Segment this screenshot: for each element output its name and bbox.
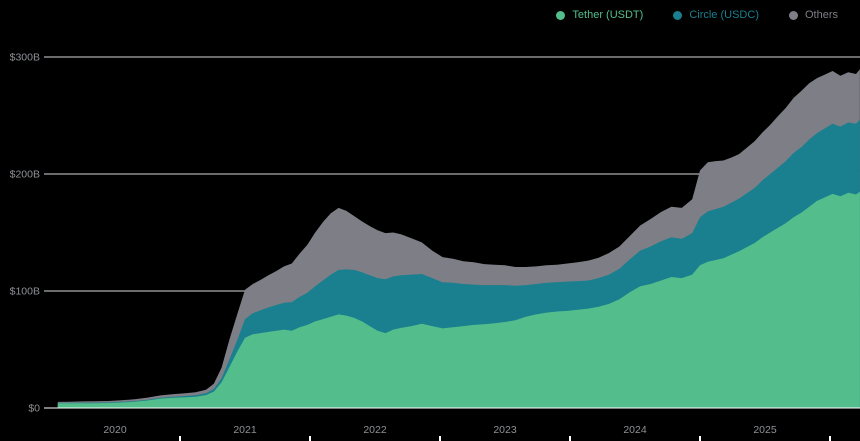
circle-usdc-legend-dot-icon <box>673 11 683 20</box>
x-axis-label-2025: 2025 <box>753 424 777 436</box>
x-axis-label-2021: 2021 <box>233 424 257 436</box>
y-axis-label-100: $100B <box>10 286 40 298</box>
others-legend-dot-icon <box>788 11 798 20</box>
x-axis-label-2024: 2024 <box>623 424 647 436</box>
y-axis-label-200: $200B <box>10 169 40 181</box>
x-axis-label-2020: 2020 <box>103 424 127 436</box>
legend-item-circle-usdc[interactable]: Circle (USDC) <box>673 10 759 21</box>
legend-label-tether-usdt: Tether (USDT) <box>572 9 644 21</box>
chart-legend: Tether (USDT) Circle (USDC) Others <box>556 10 838 21</box>
y-axis-label-0: $0 <box>28 403 40 415</box>
x-axis-label-2022: 2022 <box>363 424 387 436</box>
legend-item-others[interactable]: Others <box>788 9 838 21</box>
legend-item-tether-usdt[interactable]: Tether (USDT) <box>556 10 643 21</box>
legend-label-circle-usdc: Circle (USDC) <box>689 9 759 21</box>
legend-label-others: Others <box>804 9 838 21</box>
y-axis-label-300: $300B <box>10 52 40 64</box>
area-tether-usdt <box>57 191 860 408</box>
x-axis-label-2023: 2023 <box>493 424 517 436</box>
tether-usdt-legend-dot-icon <box>556 11 566 20</box>
